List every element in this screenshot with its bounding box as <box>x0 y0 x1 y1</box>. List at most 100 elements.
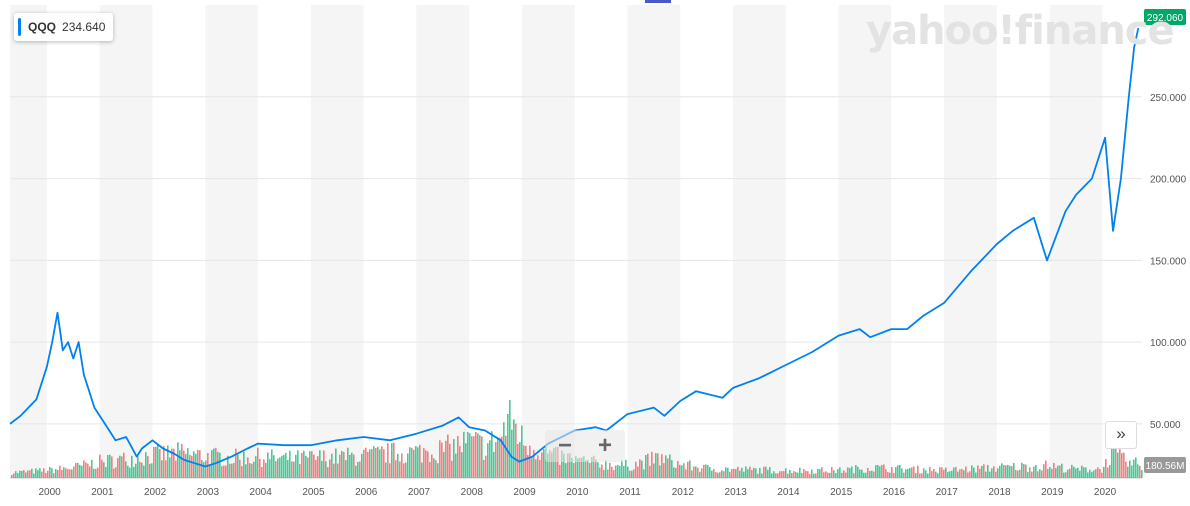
volume-bar <box>471 436 473 478</box>
volume-bar <box>1013 463 1015 478</box>
volume-bar <box>689 460 691 478</box>
volume-bar <box>503 422 505 478</box>
volume-bar <box>807 471 809 478</box>
volume-bar <box>325 461 327 478</box>
zoom-out-button[interactable]: − <box>557 432 572 459</box>
zoom-in-button[interactable]: + <box>597 432 612 459</box>
volume-bar <box>161 460 163 478</box>
volume-bar <box>591 457 593 478</box>
volume-bar <box>889 472 891 478</box>
volume-bar <box>603 469 605 478</box>
volume-bar <box>475 432 477 478</box>
volume-bar <box>703 464 705 478</box>
volume-bar <box>985 471 987 478</box>
volume-bar <box>1001 463 1003 478</box>
volume-bar <box>365 447 367 478</box>
volume-bar <box>87 463 89 478</box>
volume-bar <box>413 449 415 478</box>
volume-bar <box>925 470 927 478</box>
volume-bar <box>901 468 903 478</box>
volume-bar <box>681 465 683 478</box>
volume-bar <box>13 473 15 478</box>
volume-bar <box>163 446 165 478</box>
volume-bar <box>411 447 413 478</box>
x-tick-label: 2003 <box>197 487 220 498</box>
volume-bar <box>657 453 659 478</box>
scroll-right-button[interactable]: » <box>1105 421 1137 449</box>
volume-bar <box>317 456 319 478</box>
volume-bar <box>389 463 391 478</box>
volume-bar <box>837 469 839 478</box>
volume-bar <box>989 471 991 478</box>
x-tick-label: 2009 <box>513 487 536 498</box>
volume-bar <box>321 460 323 478</box>
volume-bar <box>569 453 571 478</box>
volume-bar <box>453 439 455 478</box>
volume-bar <box>293 461 295 478</box>
volume-bar <box>915 473 917 478</box>
volume-bar <box>401 453 403 478</box>
volume-bar <box>85 462 87 478</box>
volume-bar <box>849 468 851 478</box>
year-band <box>891 5 945 478</box>
volume-bar <box>1089 469 1091 478</box>
volume-bar <box>495 442 497 478</box>
volume-bar <box>1015 469 1017 478</box>
volume-bar <box>461 452 463 478</box>
volume-bar <box>347 447 349 478</box>
volume-bar <box>1131 465 1133 478</box>
ticker-legend[interactable]: QQQ 234.640 <box>14 13 114 41</box>
volume-bar <box>505 435 507 478</box>
volume-bar <box>789 469 791 478</box>
volume-bar <box>993 466 995 478</box>
volume-bar <box>557 446 559 478</box>
volume-bar <box>717 472 719 478</box>
volume-bar <box>995 471 997 478</box>
volume-bar <box>167 445 169 478</box>
volume-bar <box>179 450 181 478</box>
volume-bar <box>767 469 769 478</box>
volume-bar <box>661 454 663 478</box>
year-bands <box>10 5 1142 478</box>
volume-bar <box>597 462 599 478</box>
volume-bar <box>617 464 619 478</box>
volume-bar <box>203 462 205 478</box>
volume-bar <box>843 470 845 478</box>
volume-bar <box>659 465 661 478</box>
volume-bar <box>971 465 973 478</box>
volume-bar <box>731 469 733 478</box>
volume-bar <box>841 472 843 478</box>
year-band <box>1102 5 1142 478</box>
price-badge-bg <box>1144 9 1186 25</box>
volume-bar <box>887 472 889 478</box>
volume-bar <box>1073 466 1075 478</box>
x-tick-label: 2007 <box>408 487 431 498</box>
volume-bar <box>1099 469 1101 478</box>
volume-bar <box>209 465 211 478</box>
volume-bar <box>355 465 357 478</box>
volume-bar <box>819 469 821 478</box>
volume-bar <box>81 465 83 478</box>
volume-bar <box>1055 468 1057 478</box>
volume-bar <box>827 472 829 478</box>
volume-bar <box>1021 462 1023 478</box>
volume-bar <box>491 431 493 478</box>
volume-bar <box>1035 465 1037 478</box>
volume-bar <box>353 454 355 478</box>
volume-bar <box>857 466 859 478</box>
x-tick-label: 2018 <box>988 487 1011 498</box>
volume-bar <box>671 460 673 478</box>
volume-bar <box>341 450 343 478</box>
volume-bar <box>773 471 775 478</box>
volume-bar <box>217 451 219 478</box>
volume-bar <box>451 460 453 478</box>
year-band <box>258 5 311 478</box>
volume-bar <box>435 460 437 478</box>
volume-bar <box>573 463 575 478</box>
volume-bar <box>41 471 43 478</box>
volume-bar <box>449 443 451 478</box>
volume-bar <box>369 449 371 478</box>
volume-bar <box>417 447 419 478</box>
volume-bar <box>399 461 401 478</box>
volume-bar <box>747 469 749 478</box>
